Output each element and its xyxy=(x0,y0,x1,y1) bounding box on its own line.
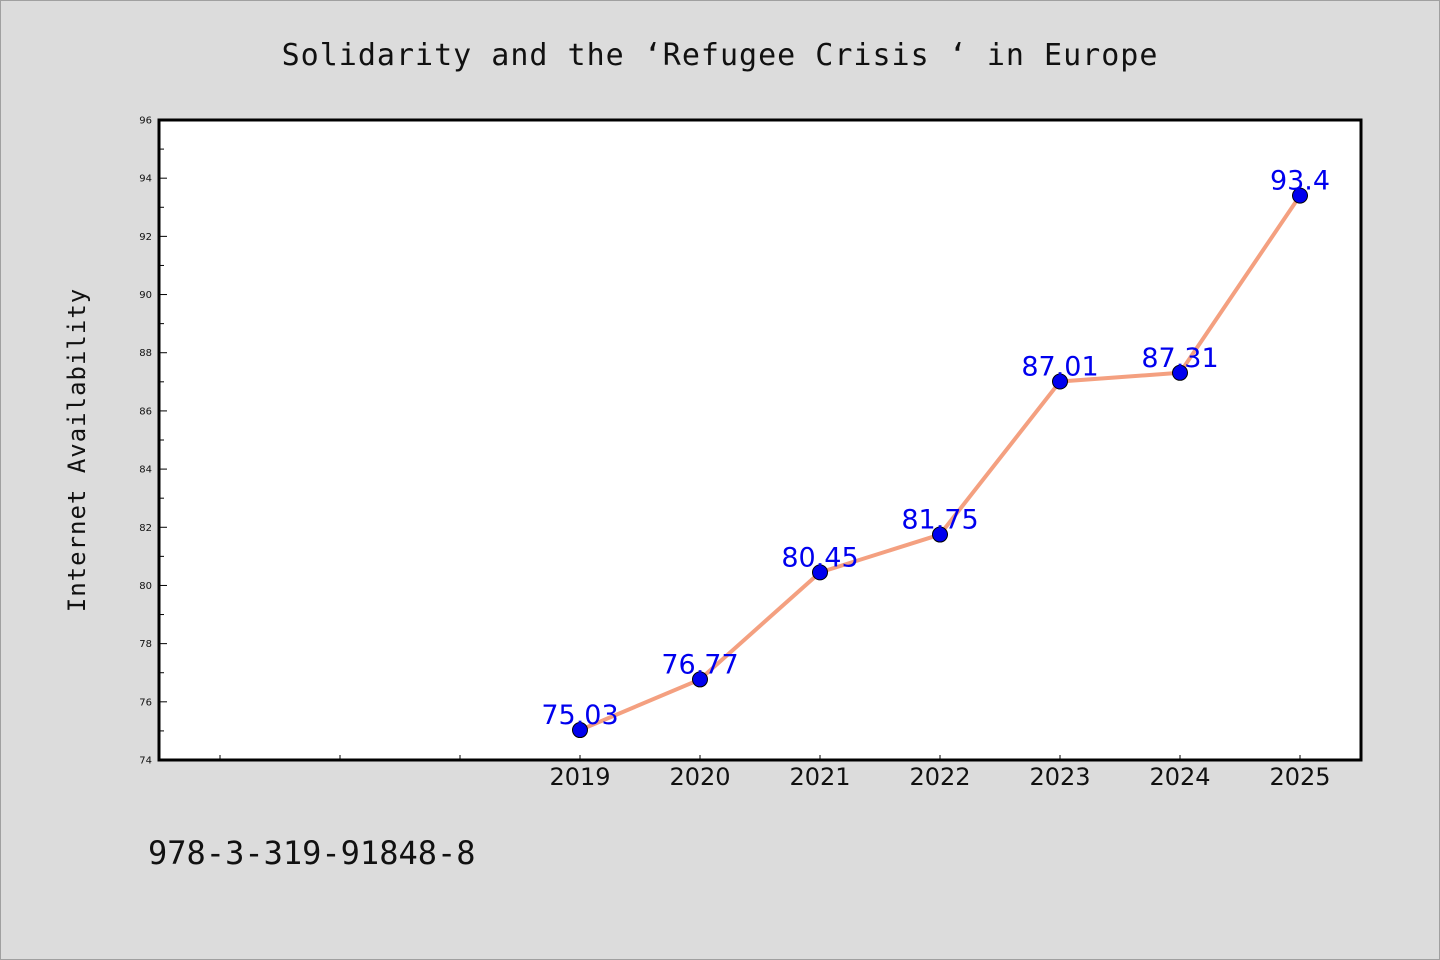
data-label: 81.75 xyxy=(901,505,978,536)
plot-area xyxy=(157,118,1363,762)
y-tick-label: 86 xyxy=(139,406,152,417)
y-axis: 74 76 78 80 82 84 86 88 90 92 94 96 xyxy=(139,116,167,767)
data-label: 93.4 xyxy=(1270,166,1330,197)
y-tick-label: 84 xyxy=(139,465,152,476)
y-tick-label: 90 xyxy=(139,290,152,301)
data-labels: 75.03 76.77 80.45 81.75 87.01 87.31 93.4 xyxy=(541,166,1330,731)
y-axis-title: Internet Availability xyxy=(63,288,91,612)
chart-title: Solidarity and the ‘Refugee Crisis ‘ in … xyxy=(281,38,1159,73)
data-point xyxy=(812,564,828,581)
x-tick-label: 2020 xyxy=(669,763,730,791)
y-tick-label: 96 xyxy=(139,116,152,127)
y-tick-label: 78 xyxy=(139,639,152,650)
y-tick-label: 94 xyxy=(139,174,152,185)
y-tick-label: 88 xyxy=(139,348,152,359)
data-label: 87.01 xyxy=(1021,352,1098,383)
data-point xyxy=(1172,364,1188,381)
x-tick-label: 2023 xyxy=(1029,763,1090,791)
data-label: 80.45 xyxy=(781,542,858,573)
x-axis: 2019 2020 2021 2022 2023 2024 2025 xyxy=(219,755,1331,791)
data-point xyxy=(572,722,588,739)
y-tick-label: 92 xyxy=(139,232,152,243)
x-tick-label: 2025 xyxy=(1269,763,1330,791)
data-point xyxy=(932,526,948,543)
data-point xyxy=(1292,187,1308,204)
data-point xyxy=(692,671,708,688)
x-tick-label: 2022 xyxy=(909,763,970,791)
data-label: 87.31 xyxy=(1141,343,1218,374)
x-tick-label: 2024 xyxy=(1149,763,1210,791)
data-label: 75.03 xyxy=(541,700,618,731)
data-points xyxy=(572,187,1308,739)
data-label: 76.77 xyxy=(661,649,738,680)
x-tick-label: 2021 xyxy=(789,763,850,791)
isbn-text: 978-3-319-91848-8 xyxy=(148,834,476,872)
data-point xyxy=(1052,373,1068,390)
x-tick-label: 2019 xyxy=(549,763,610,791)
y-tick-label: 76 xyxy=(139,697,152,708)
y-tick-label: 80 xyxy=(139,581,152,592)
y-tick-label: 74 xyxy=(139,756,152,767)
y-tick-label: 82 xyxy=(139,523,152,534)
